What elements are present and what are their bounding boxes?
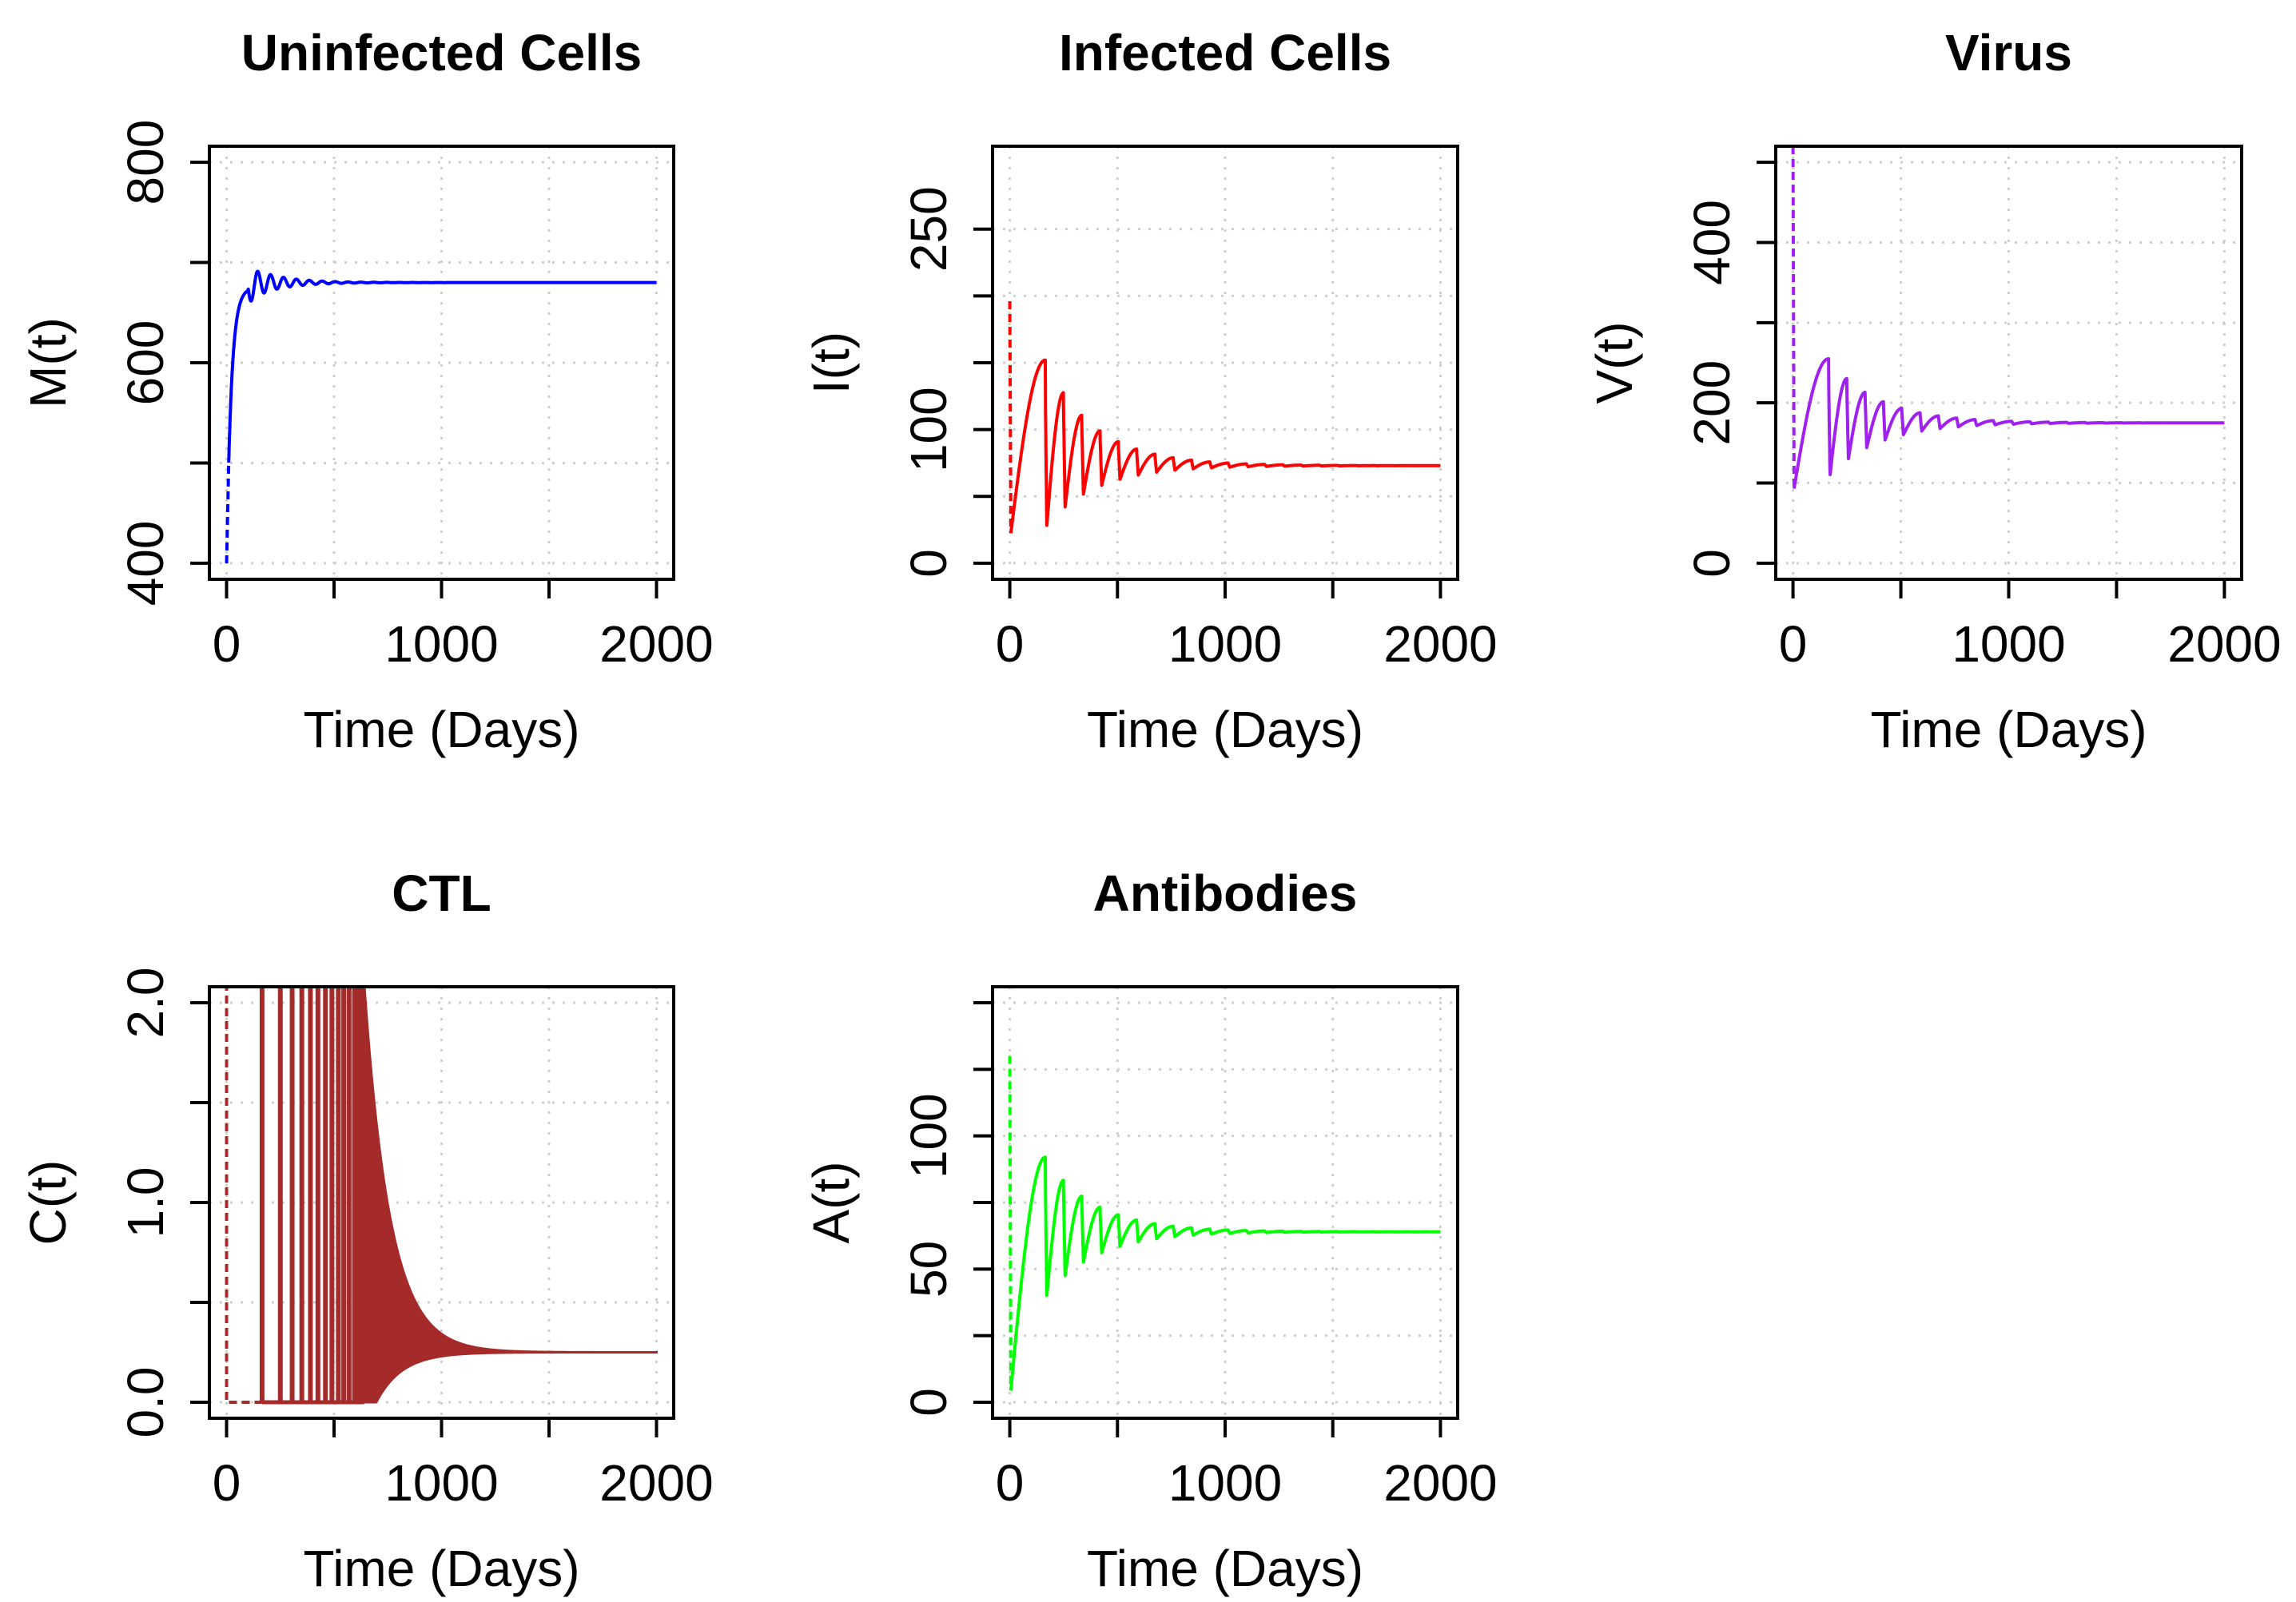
series-uninfected [225, 269, 659, 563]
panel-virus: 0 1000 2000 0 200 400 Virus Time (Days) V(t) [1586, 24, 2282, 758]
y-axis: 0 50 100 [900, 1001, 993, 1417]
y-tick-label: 2.0 [117, 968, 174, 1039]
x-tick-label: 0 [1779, 615, 1808, 673]
series-line-initial [225, 462, 231, 563]
chart-title: CTL [392, 865, 491, 922]
chart-title: Virus [1945, 24, 2072, 81]
y-axis-label: I(t) [802, 332, 860, 394]
grid [209, 146, 674, 579]
panel-uninfected: 0 1000 2000 400 600 800 Uninfected Cells Time (… [19, 24, 714, 758]
y-tick-label: 400 [117, 521, 174, 606]
y-tick-label: 200 [1683, 360, 1741, 446]
x-axis-label: Time (Days) [303, 701, 579, 758]
x-tick-label: 1000 [384, 1454, 498, 1512]
plot-frame [1774, 145, 2243, 581]
y-axis-label: C(t) [19, 1160, 77, 1246]
y-tick-label: 0.0 [117, 1367, 174, 1438]
y-axis-label: A(t) [802, 1161, 860, 1243]
series-line-initial [1008, 301, 1013, 534]
x-axis: 0 1000 2000 [996, 1418, 1498, 1512]
x-tick-label: 2000 [1383, 1454, 1497, 1512]
y-axis: 0 200 400 [1683, 161, 1776, 578]
x-tick-label: 2000 [1383, 615, 1497, 673]
panel-infected: 0 1000 2000 0 100 250 Infected Cells Time (Days… [802, 24, 1498, 758]
y-tick-label: 1.0 [117, 1167, 174, 1238]
series-virus [1791, 146, 2226, 489]
series-line-initial [1791, 146, 1796, 489]
y-axis: 0 100 250 [900, 186, 993, 578]
chart-title: Uninfected Cells [241, 24, 642, 81]
x-tick-label: 0 [213, 1454, 241, 1512]
y-axis: 400 600 800 [117, 120, 209, 606]
y-tick-label: 0 [900, 1388, 957, 1417]
chart-title: Antibodies [1093, 865, 1358, 922]
x-axis: 0 1000 2000 [213, 579, 714, 673]
y-tick-label: 0 [900, 549, 957, 578]
y-axis: 0.0 1.0 2.0 [117, 968, 209, 1438]
series-line [1009, 1155, 1442, 1391]
series-line [227, 269, 659, 463]
x-tick-label: 1000 [1168, 615, 1282, 673]
series-antibodies [1008, 1055, 1442, 1391]
y-tick-label: 600 [117, 320, 174, 406]
x-tick-label: 1000 [1952, 615, 2065, 673]
plot-frame [208, 145, 675, 581]
chart-title: Infected Cells [1059, 24, 1391, 81]
y-tick-label: 50 [900, 1241, 957, 1298]
y-tick-label: 800 [117, 120, 174, 205]
y-axis-label: V(t) [1586, 321, 1643, 403]
y-tick-label: 250 [900, 186, 957, 272]
x-axis-label: Time (Days) [1087, 1540, 1363, 1597]
x-axis-label: Time (Days) [1870, 701, 2147, 758]
y-tick-label: 100 [900, 1093, 957, 1179]
x-axis: 0 1000 2000 [996, 579, 1498, 673]
panel-ctl: 0 1000 2000 0.0 1.0 2.0 CTL Time (Days) C(t) [19, 865, 714, 1597]
series-ctl [225, 987, 658, 1405]
series-line-initial [1008, 1055, 1013, 1391]
x-tick-label: 1000 [1168, 1454, 1282, 1512]
series-envelope [363, 987, 658, 1404]
x-axis: 0 1000 2000 [213, 1418, 714, 1512]
x-tick-label: 0 [996, 1454, 1025, 1512]
x-tick-label: 1000 [384, 615, 498, 673]
x-axis-label: Time (Days) [1087, 701, 1363, 758]
series-line [1009, 358, 1442, 534]
x-tick-label: 2000 [2167, 615, 2281, 673]
grid [993, 146, 1458, 579]
y-tick-label: 400 [1683, 200, 1741, 285]
series-line [1792, 357, 2226, 489]
panel-antibodies: 0 1000 2000 0 50 100 Antibodies Time (Days) A(t) [802, 865, 1498, 1597]
y-tick-label: 100 [900, 387, 957, 472]
x-tick-label: 2000 [599, 1454, 713, 1512]
x-axis: 0 1000 2000 [1779, 579, 2282, 673]
x-tick-label: 2000 [599, 615, 713, 673]
x-tick-label: 0 [213, 615, 241, 673]
x-axis-label: Time (Days) [303, 1540, 579, 1597]
series-infected [1008, 301, 1442, 534]
grid [1776, 146, 2242, 579]
series-line-initial [225, 987, 262, 1404]
y-axis-label: M(t) [19, 317, 77, 408]
y-tick-label: 0 [1683, 549, 1741, 578]
x-tick-label: 0 [996, 615, 1025, 673]
